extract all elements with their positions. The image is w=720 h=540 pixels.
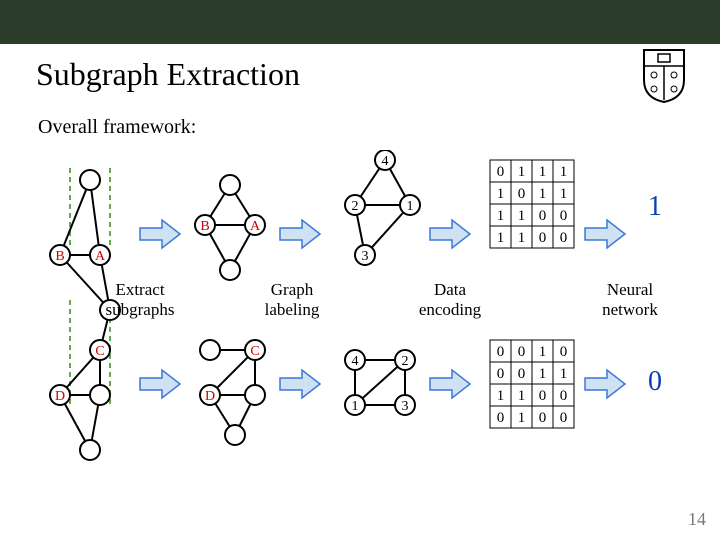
svg-text:0: 0 — [518, 366, 526, 382]
svg-text:network: network — [602, 300, 658, 319]
svg-text:1: 1 — [497, 208, 505, 224]
svg-text:subgraphs: subgraphs — [106, 300, 175, 319]
svg-text:C: C — [95, 344, 104, 359]
svg-text:Neural: Neural — [607, 280, 654, 299]
svg-text:0: 0 — [497, 410, 505, 426]
svg-text:C: C — [250, 344, 259, 359]
svg-text:3: 3 — [402, 399, 409, 414]
svg-text:encoding: encoding — [419, 300, 482, 319]
svg-text:1: 1 — [648, 191, 662, 222]
svg-text:1: 1 — [497, 186, 505, 202]
svg-text:0: 0 — [539, 388, 547, 404]
svg-text:B: B — [55, 249, 64, 264]
svg-text:1: 1 — [497, 388, 505, 404]
svg-text:0: 0 — [518, 344, 526, 360]
svg-text:0: 0 — [560, 410, 568, 426]
svg-text:0: 0 — [560, 388, 568, 404]
svg-text:0: 0 — [539, 410, 547, 426]
svg-text:1: 1 — [539, 186, 547, 202]
svg-text:1: 1 — [560, 164, 568, 180]
svg-text:1: 1 — [560, 366, 568, 382]
svg-text:Graph: Graph — [271, 280, 314, 299]
svg-text:A: A — [250, 219, 261, 234]
svg-text:0: 0 — [539, 208, 547, 224]
svg-text:0: 0 — [539, 230, 547, 246]
svg-text:0: 0 — [497, 164, 505, 180]
svg-text:3: 3 — [362, 249, 369, 264]
svg-text:1: 1 — [518, 164, 526, 180]
svg-text:0: 0 — [560, 344, 568, 360]
svg-text:1: 1 — [539, 164, 547, 180]
svg-text:1: 1 — [407, 199, 414, 214]
svg-text:A: A — [95, 249, 106, 264]
svg-text:1: 1 — [539, 344, 547, 360]
svg-text:0: 0 — [648, 366, 662, 397]
svg-text:0: 0 — [497, 344, 505, 360]
svg-text:1: 1 — [497, 230, 505, 246]
top-bar — [0, 0, 720, 44]
svg-text:D: D — [55, 389, 65, 404]
svg-text:0: 0 — [497, 366, 505, 382]
page-number: 14 — [688, 509, 706, 530]
svg-text:1: 1 — [560, 186, 568, 202]
svg-text:0: 0 — [518, 186, 526, 202]
svg-text:0: 0 — [560, 208, 568, 224]
svg-text:2: 2 — [352, 199, 359, 214]
slide-title: Subgraph Extraction — [36, 56, 300, 93]
university-shield-icon — [642, 48, 686, 104]
svg-text:Data: Data — [434, 280, 467, 299]
svg-text:Extract: Extract — [115, 280, 164, 299]
svg-text:4: 4 — [382, 154, 389, 169]
svg-text:0: 0 — [560, 230, 568, 246]
svg-text:1: 1 — [518, 230, 526, 246]
slide-subtitle: Overall framework: — [38, 116, 196, 139]
svg-text:D: D — [205, 389, 215, 404]
svg-text:1: 1 — [539, 366, 547, 382]
svg-text:labeling: labeling — [265, 300, 320, 319]
svg-text:2: 2 — [402, 354, 409, 369]
svg-text:1: 1 — [352, 399, 359, 414]
svg-text:4: 4 — [352, 354, 359, 369]
svg-text:1: 1 — [518, 208, 526, 224]
svg-text:1: 1 — [518, 410, 526, 426]
svg-text:B: B — [200, 219, 209, 234]
framework-diagram: A B C D B A C D 4 2 1 3 4 2 1 3 Extractsubgraphs Graphlab… — [0, 150, 720, 480]
svg-text:1: 1 — [518, 388, 526, 404]
